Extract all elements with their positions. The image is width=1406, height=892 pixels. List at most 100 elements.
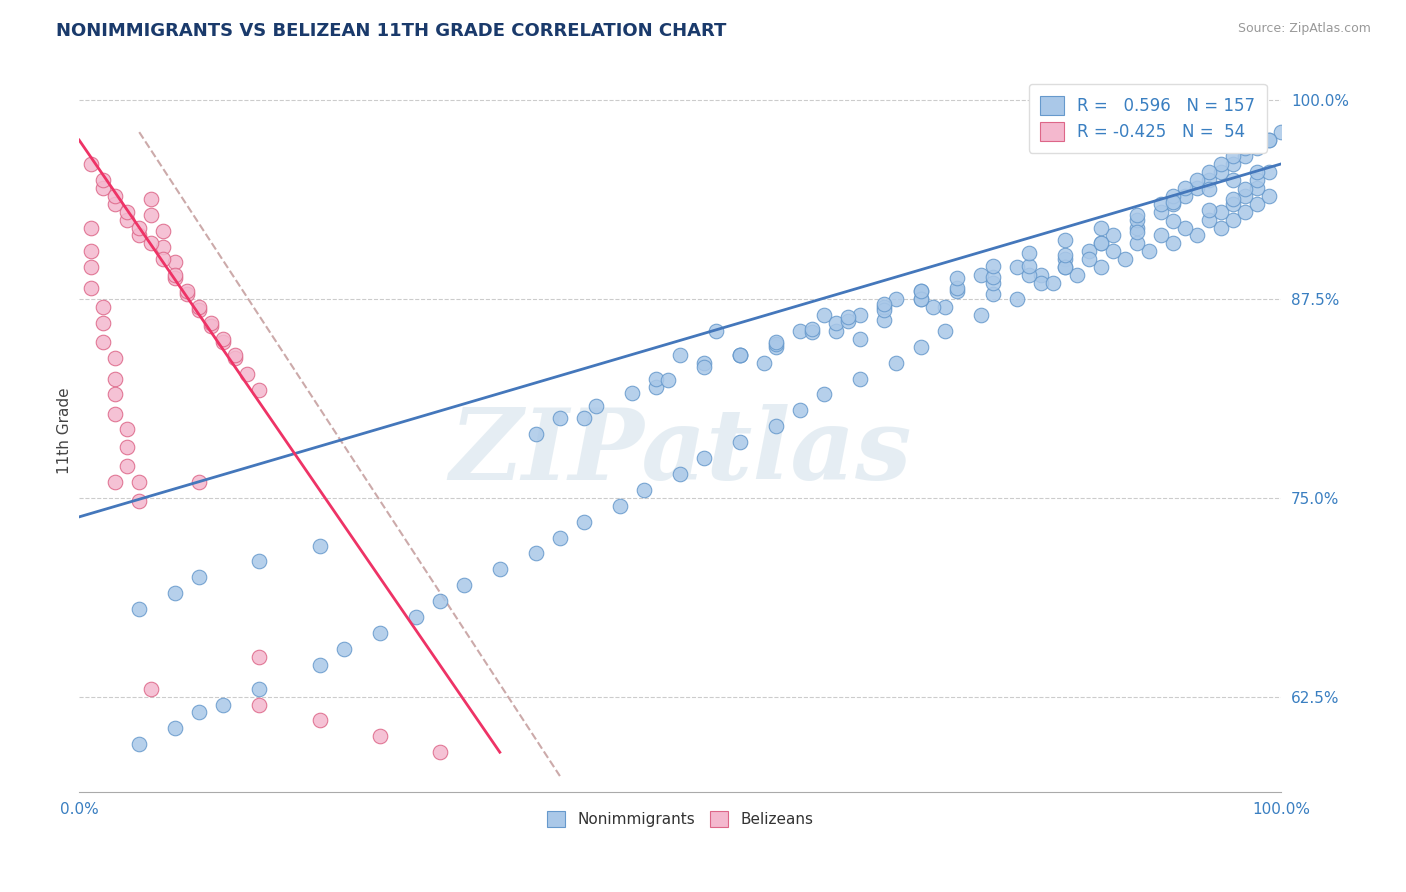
Point xyxy=(1258,133,1281,147)
Point xyxy=(524,427,547,442)
Point xyxy=(910,284,932,298)
Point xyxy=(910,292,932,306)
Point xyxy=(1018,259,1040,273)
Point xyxy=(152,252,174,267)
Point xyxy=(91,316,114,330)
Point xyxy=(1209,220,1232,235)
Point xyxy=(165,255,187,269)
Point xyxy=(981,259,1004,273)
Point xyxy=(212,332,235,346)
Point xyxy=(1137,244,1160,259)
Point xyxy=(1018,268,1040,283)
Point xyxy=(91,181,114,195)
Point xyxy=(1077,244,1099,259)
Point xyxy=(453,578,475,592)
Point xyxy=(765,336,787,351)
Point xyxy=(669,467,692,481)
Point xyxy=(1246,165,1268,179)
Point xyxy=(80,244,103,259)
Point xyxy=(188,475,211,489)
Text: ZIPatlas: ZIPatlas xyxy=(449,404,911,500)
Point xyxy=(1018,246,1040,260)
Point xyxy=(572,411,595,425)
Point xyxy=(176,284,198,298)
Legend: Nonimmigrants, Belizeans: Nonimmigrants, Belizeans xyxy=(538,804,821,835)
Text: Source: ZipAtlas.com: Source: ZipAtlas.com xyxy=(1237,22,1371,36)
Point xyxy=(1161,188,1184,202)
Point xyxy=(1246,173,1268,187)
Point xyxy=(176,287,198,301)
Point xyxy=(1209,204,1232,219)
Point xyxy=(128,228,150,243)
Point xyxy=(669,348,692,362)
Point xyxy=(801,322,824,336)
Point xyxy=(1114,252,1136,267)
Point xyxy=(704,324,727,338)
Point xyxy=(1090,220,1112,235)
Point xyxy=(813,387,835,401)
Point xyxy=(981,287,1004,301)
Point xyxy=(910,284,932,298)
Point xyxy=(1042,276,1064,290)
Point xyxy=(1101,228,1123,243)
Point xyxy=(633,483,655,497)
Point xyxy=(1161,236,1184,251)
Point xyxy=(165,268,187,283)
Point xyxy=(200,316,222,330)
Point xyxy=(1126,212,1149,227)
Point xyxy=(308,657,330,672)
Point xyxy=(693,360,716,375)
Point xyxy=(1066,268,1088,283)
Point xyxy=(188,303,211,318)
Point xyxy=(945,271,967,285)
Point xyxy=(693,451,716,466)
Point xyxy=(165,586,187,600)
Point xyxy=(115,458,138,473)
Point xyxy=(405,610,427,624)
Point xyxy=(1258,188,1281,202)
Point xyxy=(1090,236,1112,251)
Point xyxy=(188,570,211,584)
Point xyxy=(1209,157,1232,171)
Point xyxy=(1222,157,1244,171)
Point xyxy=(1126,236,1149,251)
Point xyxy=(115,440,138,454)
Point xyxy=(728,348,751,362)
Point xyxy=(200,319,222,334)
Point xyxy=(886,292,908,306)
Point xyxy=(1198,212,1220,227)
Point xyxy=(934,324,956,338)
Point xyxy=(91,300,114,314)
Point xyxy=(548,531,571,545)
Point xyxy=(224,351,246,365)
Point xyxy=(849,332,872,346)
Point xyxy=(1198,165,1220,179)
Point xyxy=(115,204,138,219)
Point xyxy=(621,385,644,400)
Point xyxy=(981,269,1004,284)
Point xyxy=(128,602,150,616)
Point xyxy=(368,729,391,743)
Point xyxy=(224,348,246,362)
Point xyxy=(945,284,967,298)
Point xyxy=(249,554,271,568)
Point xyxy=(645,379,668,393)
Point xyxy=(188,706,211,720)
Point xyxy=(429,745,451,759)
Point xyxy=(524,546,547,560)
Point xyxy=(1185,181,1208,195)
Point xyxy=(945,281,967,295)
Point xyxy=(645,371,668,385)
Point xyxy=(1126,225,1149,239)
Point xyxy=(1222,196,1244,211)
Point xyxy=(825,316,848,330)
Point xyxy=(548,411,571,425)
Point xyxy=(1198,173,1220,187)
Point xyxy=(849,308,872,322)
Point xyxy=(141,208,163,222)
Point xyxy=(873,303,896,318)
Point xyxy=(1150,228,1173,243)
Point xyxy=(104,475,127,489)
Point xyxy=(728,348,751,362)
Point xyxy=(1090,260,1112,275)
